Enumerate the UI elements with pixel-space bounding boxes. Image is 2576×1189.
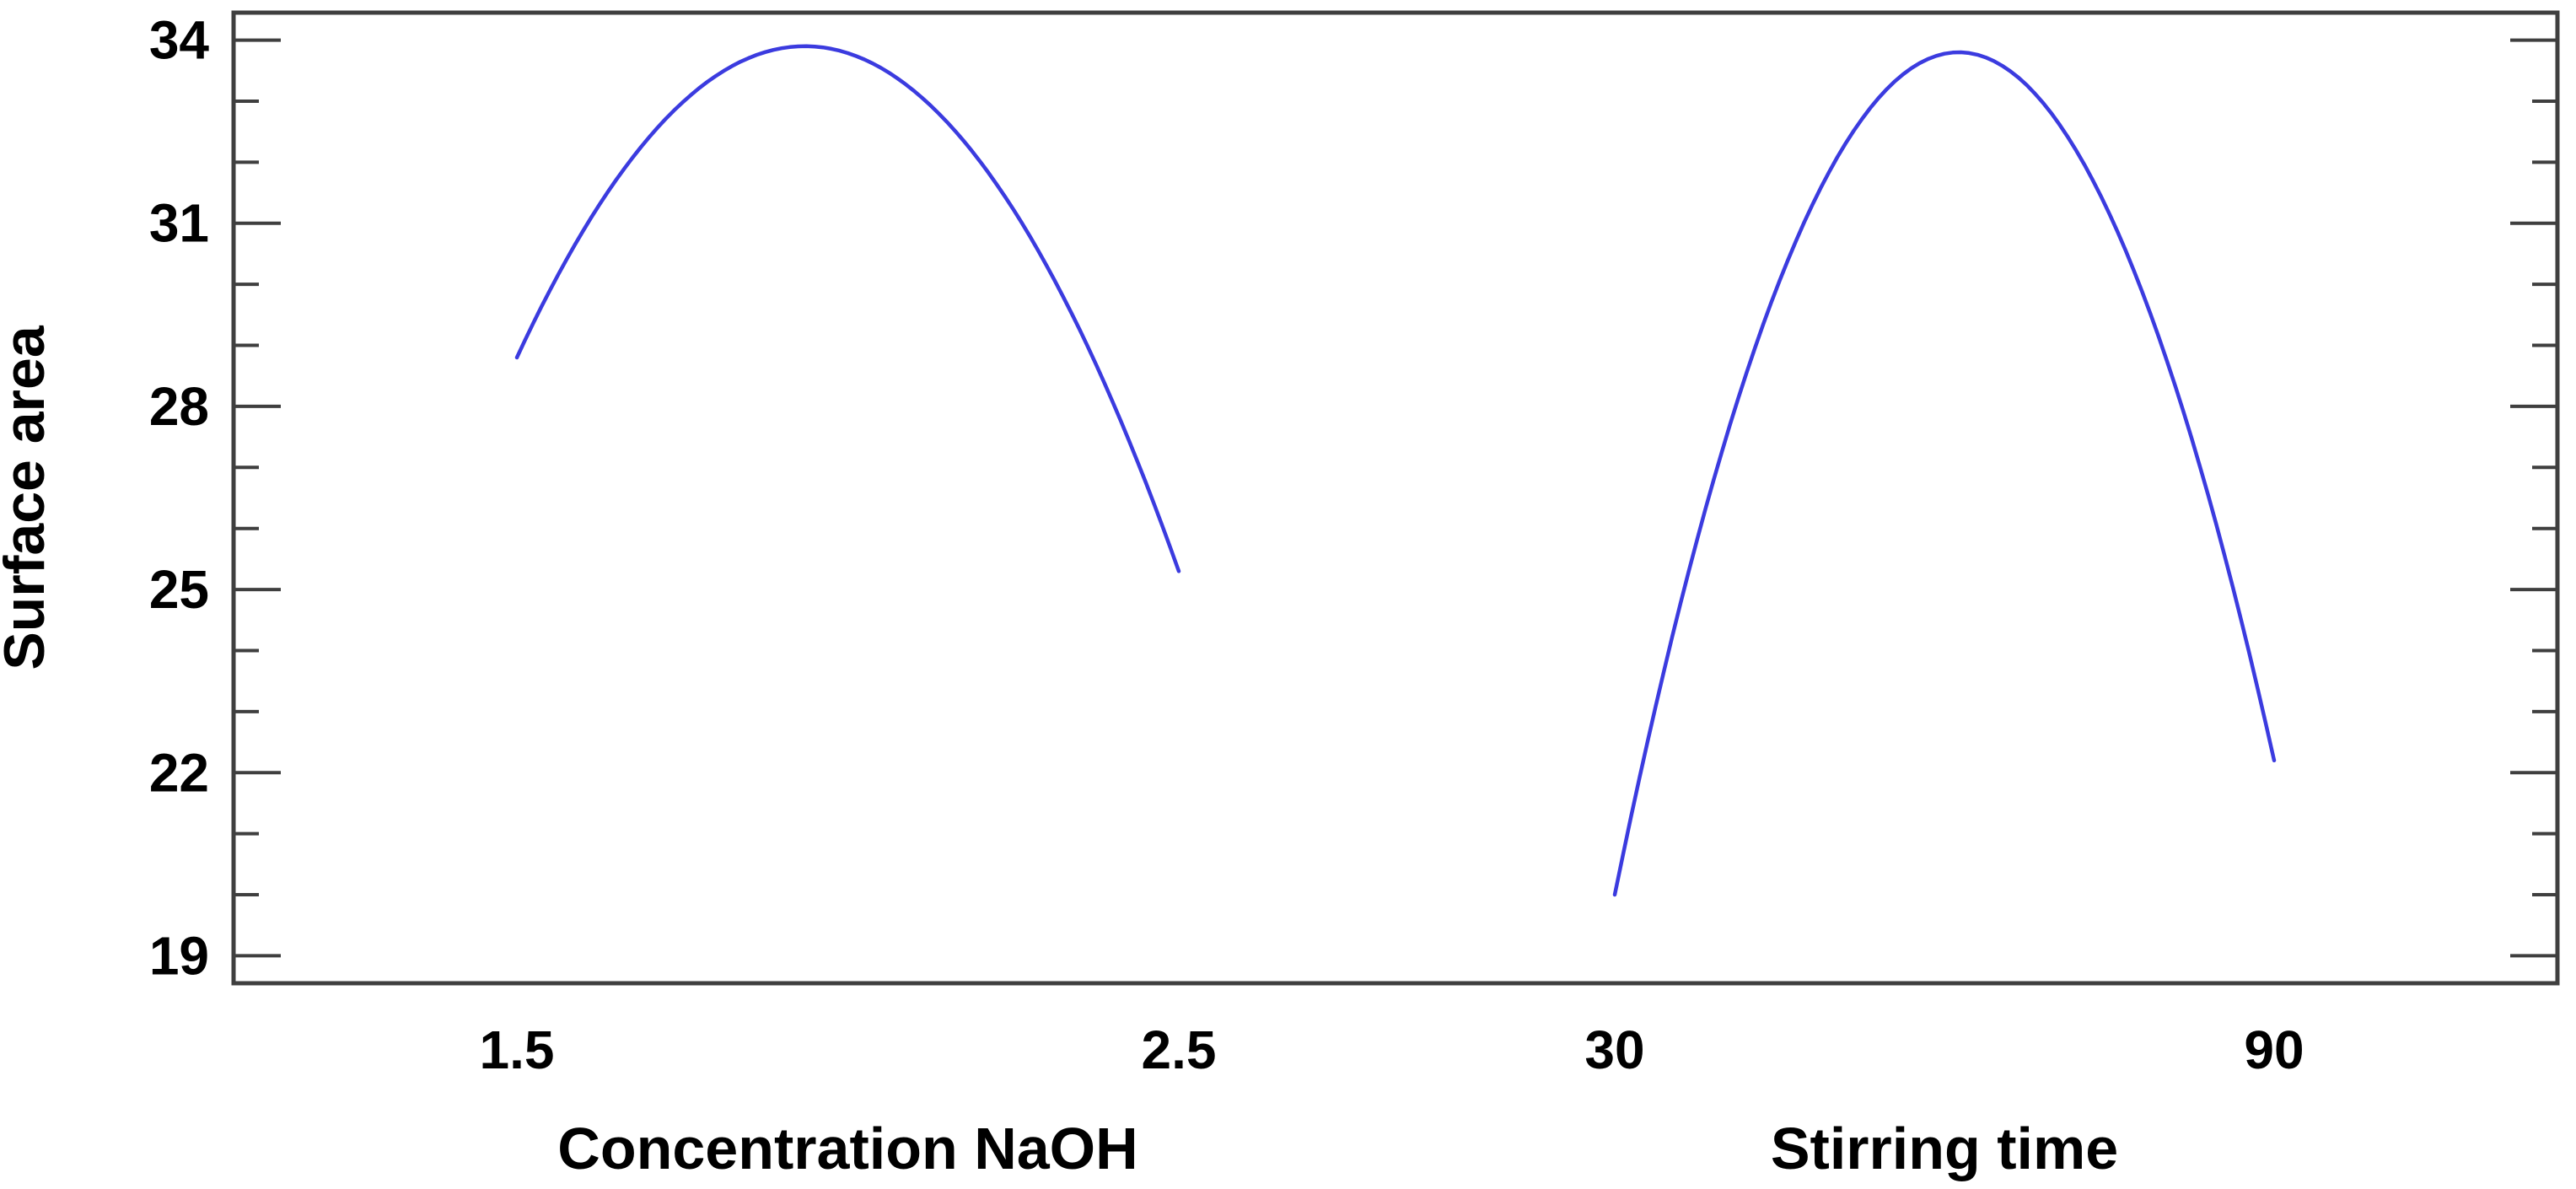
y-tick-label: 28 (149, 376, 209, 437)
effect-curve-stirring-time (1612, 50, 2277, 897)
y-tick-label: 31 (149, 193, 209, 254)
x-tick-label: 1.5 (480, 1020, 555, 1080)
y-tick-label: 25 (149, 559, 209, 620)
x-axis-title: Concentration NaOH (557, 1116, 1137, 1181)
x-tick-label: 2.5 (1142, 1020, 1217, 1080)
y-tick-label: 22 (149, 742, 209, 803)
x-axis-title: Stirring time (1771, 1116, 2118, 1181)
x-tick-label: 90 (2244, 1020, 2304, 1080)
y-axis-title: Surface area (0, 325, 56, 670)
plot-frame (231, 10, 2560, 986)
y-tick-label: 34 (149, 10, 210, 71)
effect-curve-concentration-naoh (514, 44, 1181, 573)
y-tick-label: 19 (149, 925, 209, 986)
x-tick-label: 30 (1584, 1020, 1644, 1080)
